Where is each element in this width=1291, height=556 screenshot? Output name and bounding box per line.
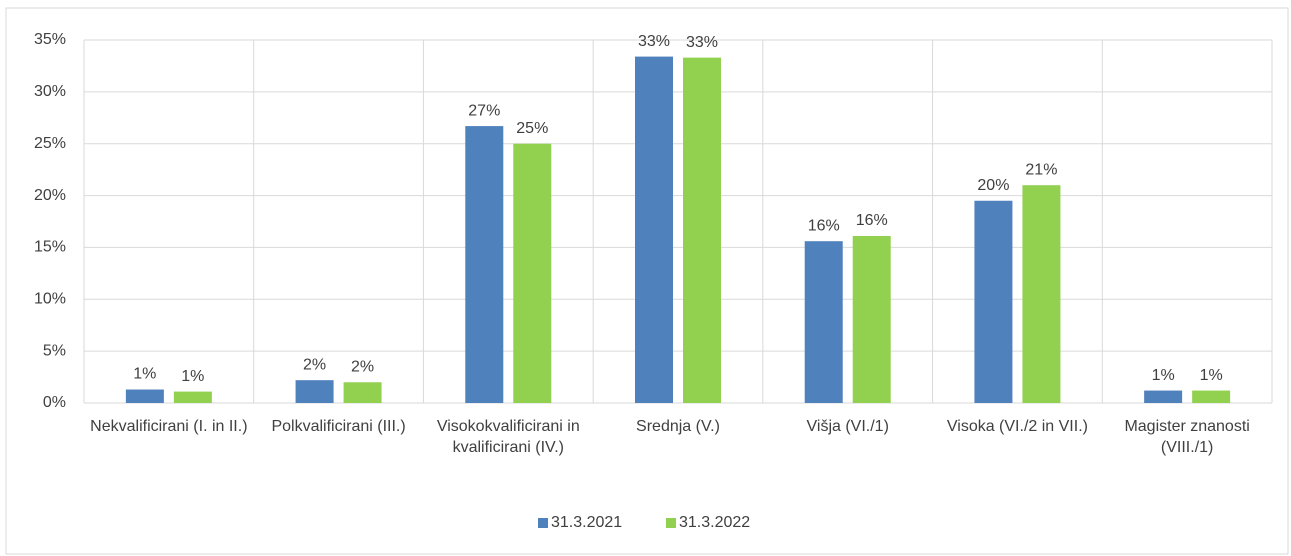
bar: [1144, 390, 1183, 403]
data-label: 2%: [351, 358, 374, 375]
y-tick-label: 35%: [34, 31, 66, 48]
data-label: 33%: [638, 33, 670, 50]
legend-label: 31.3.2022: [679, 514, 750, 531]
legend-label: 31.3.2021: [551, 514, 622, 531]
data-label: 16%: [808, 217, 840, 234]
chart-border: [5, 7, 1289, 555]
data-label: 1%: [133, 366, 156, 383]
data-label: 1%: [1200, 367, 1223, 384]
data-label: 20%: [977, 177, 1009, 194]
bar: [852, 236, 891, 403]
y-tick-label: 25%: [34, 135, 66, 152]
x-tick-label: Polkvalificirani (III.): [271, 418, 406, 435]
data-label: 33%: [686, 34, 718, 51]
data-label: 21%: [1025, 161, 1057, 178]
data-label: 2%: [303, 356, 326, 373]
x-tick-label: Srednja (V.): [636, 418, 720, 435]
y-tick-label: 5%: [43, 342, 66, 359]
bar: [804, 241, 843, 403]
bar: [635, 56, 673, 403]
data-label: 27%: [468, 102, 500, 119]
bar: [343, 382, 382, 403]
bar: [173, 391, 212, 403]
bar: [1022, 185, 1061, 403]
x-tick-label: Visokokvalificirani in kvalificirani (IV…: [436, 418, 580, 456]
bar: [465, 126, 504, 403]
x-tick-label: Magister znanosti (VIII./1): [1124, 418, 1250, 456]
legend-swatch: [538, 518, 548, 528]
legend-swatch: [666, 518, 676, 528]
bar: [683, 57, 721, 403]
data-label: 16%: [856, 212, 888, 229]
data-label: 1%: [181, 368, 204, 385]
y-tick-label: 0%: [43, 394, 66, 411]
x-tick-label: Visoka (VI./2 in VII.): [946, 418, 1088, 435]
x-tick-label: Nekvalificirani (I. in II.): [90, 418, 248, 435]
data-label: 1%: [1152, 367, 1175, 384]
y-tick-label: 15%: [34, 239, 66, 256]
bar: [125, 389, 164, 403]
y-tick-label: 20%: [34, 187, 66, 204]
x-tick-label: Višja (VI./1): [806, 418, 889, 435]
y-tick-label: 10%: [34, 291, 66, 308]
bar: [513, 143, 552, 403]
y-tick-label: 30%: [34, 83, 66, 100]
bar: [974, 200, 1013, 403]
bar: [1192, 390, 1231, 403]
bar: [295, 380, 334, 403]
data-label: 25%: [516, 120, 548, 137]
